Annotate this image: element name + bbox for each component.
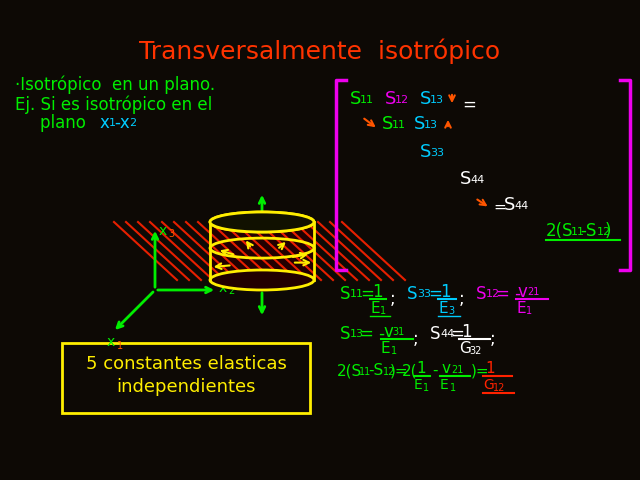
Ellipse shape [210,270,314,290]
Text: =: = [450,325,464,343]
Text: 11: 11 [392,120,406,130]
Text: Transversalmente  isotrópico: Transversalmente isotrópico [140,38,500,63]
Text: x: x [159,224,167,238]
Text: S: S [420,143,431,161]
Text: 21: 21 [451,365,463,375]
Text: G: G [459,341,471,356]
Text: S: S [340,285,351,303]
Bar [62,343,310,413]
Text: v: v [518,283,528,301]
Text: 1: 1 [391,346,397,356]
Text: =: = [462,96,476,114]
Text: =: = [428,285,442,303]
Text: S: S [385,90,396,108]
Text: E: E [440,378,449,392]
Text: 31: 31 [392,327,404,337]
Text: ·Isotrópico  en un plano.: ·Isotrópico en un plano. [15,75,215,94]
Text: 12: 12 [486,289,500,299]
Text: S: S [420,90,431,108]
Text: 1: 1 [416,361,426,376]
Ellipse shape [210,212,314,232]
Text: 11: 11 [571,227,585,237]
Text: S: S [460,170,472,188]
Text: 1: 1 [450,383,456,393]
Text: Ej. Si es isotrópico en el: Ej. Si es isotrópico en el [15,95,212,113]
Text: S: S [350,90,362,108]
Text: -S: -S [368,363,383,378]
Text: 3: 3 [168,229,174,239]
Text: 44: 44 [470,175,484,185]
Text: 1: 1 [117,341,123,351]
Text: )=: )= [390,363,408,378]
Text: ;: ; [490,330,496,348]
Text: -x: -x [114,114,130,132]
Text: G: G [483,378,493,392]
Text: = -: = - [496,285,521,303]
Text: 1: 1 [461,323,472,341]
Text: independientes: independientes [116,378,256,396]
Text: -: - [432,363,438,378]
Text: S: S [414,115,426,133]
Text: )=: )= [471,363,490,378]
Text: 2: 2 [228,286,234,296]
Text: x: x [107,335,115,349]
Text: 1: 1 [423,383,429,393]
Text: 32: 32 [469,346,481,356]
Text: E: E [516,301,525,316]
Text: 1: 1 [109,118,116,128]
Ellipse shape [210,212,314,232]
Text: =: = [493,200,506,215]
Text: 44: 44 [440,329,454,339]
Text: 11: 11 [350,289,364,299]
Text: 1: 1 [372,283,383,301]
Text: S: S [476,285,486,303]
Text: 11: 11 [359,367,371,377]
Text: 12: 12 [493,383,506,393]
Text: 13: 13 [350,329,364,339]
Text: 11: 11 [360,95,374,105]
Text: 2: 2 [129,118,136,128]
Text: ): ) [605,222,611,240]
Text: 33: 33 [417,289,431,299]
Text: ;: ; [413,330,419,348]
Text: 44: 44 [514,201,528,211]
Text: ;: ; [459,290,465,308]
Text: 2(S: 2(S [546,222,573,240]
Text: S: S [430,325,440,343]
Text: E: E [370,301,380,316]
Text: E: E [438,301,447,316]
Text: plano: plano [40,114,97,132]
Text: 5 constantes elasticas: 5 constantes elasticas [86,355,287,373]
Text: S: S [340,325,351,343]
Text: S: S [407,285,417,303]
Text: 33: 33 [430,148,444,158]
Text: v: v [442,361,451,376]
Text: 2(S: 2(S [337,363,362,378]
Text: x: x [100,114,110,132]
Text: 2(: 2( [402,363,417,378]
Text: x: x [219,281,227,295]
Text: 21: 21 [527,287,540,297]
Text: =: = [360,285,374,303]
Bar [210,222,314,280]
Text: S: S [382,115,394,133]
Text: 1: 1 [526,306,532,316]
Text: -S: -S [580,222,596,240]
Text: 13: 13 [430,95,444,105]
Text: E: E [381,341,390,356]
Text: = -: = - [360,325,385,343]
Text: 13: 13 [424,120,438,130]
Text: 12: 12 [597,227,611,237]
Text: S: S [504,196,515,214]
Text: 1: 1 [380,306,386,316]
Text: 1: 1 [440,283,451,301]
Text: 12: 12 [383,367,396,377]
Text: ;: ; [390,290,396,308]
Text: v: v [383,323,393,341]
Text: 1: 1 [485,361,495,376]
Text: 12: 12 [395,95,409,105]
Text: 3: 3 [448,306,454,316]
Text: E: E [414,378,423,392]
